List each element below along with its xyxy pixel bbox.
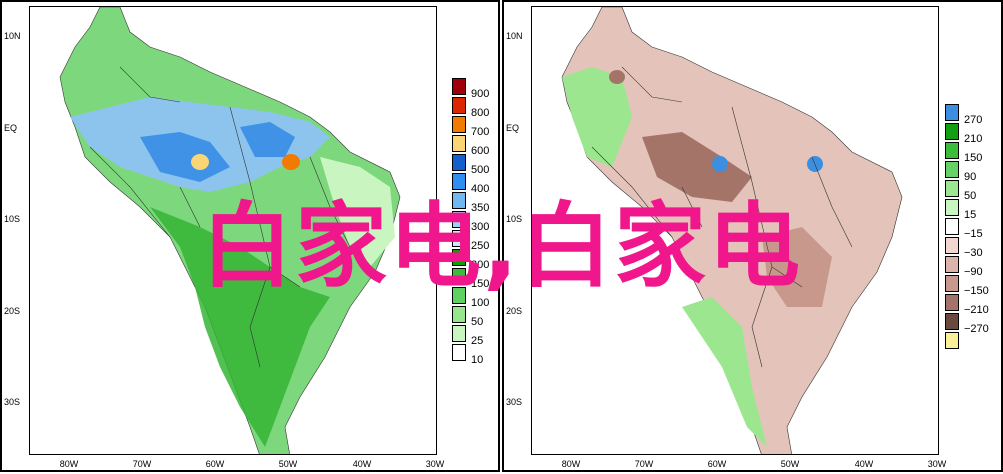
dry-cell-north bbox=[609, 70, 625, 84]
country-borders bbox=[591, 66, 853, 368]
lat-label-eq: EQ bbox=[4, 123, 18, 133]
lon-label-30w: 30W bbox=[425, 459, 445, 469]
legend-swatch bbox=[452, 78, 466, 95]
lat-label-10n: 10N bbox=[506, 31, 523, 41]
lon-label-30w: 30W bbox=[927, 459, 947, 469]
brown-southeast bbox=[762, 227, 832, 307]
legend-swatch bbox=[452, 230, 466, 247]
lat-label-10s: 10S bbox=[506, 214, 523, 224]
brown-core bbox=[642, 132, 752, 202]
legend-label: 700 bbox=[471, 126, 490, 138]
legend-label: 150 bbox=[471, 278, 490, 290]
legend-swatch bbox=[452, 211, 466, 228]
legend-label: 350 bbox=[471, 202, 490, 214]
legend-label: 10 bbox=[471, 354, 484, 366]
lat-label-10n: 10N bbox=[4, 31, 21, 41]
max-cell-east bbox=[282, 154, 300, 170]
legend-swatch bbox=[945, 104, 959, 121]
legend-swatch bbox=[452, 154, 466, 171]
lon-label-40w: 40W bbox=[352, 459, 372, 469]
legend-swatch bbox=[945, 313, 959, 330]
green-band bbox=[150, 207, 330, 447]
lon-label-40w: 40W bbox=[854, 459, 874, 469]
legend-label: 90 bbox=[964, 171, 977, 183]
legend-label: 100 bbox=[471, 297, 490, 309]
legend-swatch bbox=[452, 135, 466, 152]
legend-label: 900 bbox=[471, 88, 490, 100]
blue-core-east bbox=[240, 122, 295, 157]
legend-label: 250 bbox=[471, 240, 490, 252]
legend-label: 600 bbox=[471, 145, 490, 157]
legend-swatch bbox=[945, 256, 959, 273]
legend-label: 270 bbox=[964, 114, 983, 126]
legend-label: 800 bbox=[471, 107, 490, 119]
legend-swatch bbox=[452, 325, 466, 342]
precipitation-map-svg bbox=[59, 7, 401, 454]
legend-label: −30 bbox=[964, 247, 983, 259]
legend-swatch bbox=[452, 306, 466, 323]
legend-swatch bbox=[452, 287, 466, 304]
lon-label-50w: 50W bbox=[780, 459, 800, 469]
legend-label: 15 bbox=[964, 209, 977, 221]
green-south bbox=[682, 297, 767, 447]
legend-swatch bbox=[452, 249, 466, 266]
legend-label: 50 bbox=[964, 190, 977, 202]
legend-label: 200 bbox=[471, 259, 490, 271]
lat-label-20s: 20S bbox=[506, 306, 523, 316]
legend-label: 50 bbox=[471, 316, 484, 328]
legend-swatch bbox=[945, 294, 959, 311]
legend-label: 500 bbox=[471, 164, 490, 176]
lon-label-60w: 60W bbox=[205, 459, 225, 469]
lat-label-30s: 30S bbox=[506, 397, 523, 407]
lon-label-80w: 80W bbox=[561, 459, 581, 469]
lon-label-70w: 70W bbox=[132, 459, 152, 469]
legend-label: 210 bbox=[964, 133, 983, 145]
lon-label-60w: 60W bbox=[707, 459, 727, 469]
legend-swatch bbox=[945, 275, 959, 292]
lat-label-20s: 20S bbox=[4, 306, 21, 316]
legend-label: −15 bbox=[964, 228, 983, 240]
dry-northeast bbox=[320, 157, 395, 267]
wet-cell-west bbox=[712, 156, 728, 172]
country-borders bbox=[89, 66, 351, 368]
legend-swatch bbox=[945, 142, 959, 159]
legend-swatch bbox=[945, 332, 959, 349]
lon-label-70w: 70W bbox=[634, 459, 654, 469]
legend-swatch bbox=[945, 180, 959, 197]
legend-swatch bbox=[945, 123, 959, 140]
lon-label-80w: 80W bbox=[59, 459, 79, 469]
legend-swatch bbox=[452, 173, 466, 190]
legend-swatch bbox=[452, 192, 466, 209]
legend-swatch bbox=[452, 97, 466, 114]
legend-swatch bbox=[945, 161, 959, 178]
legend-label: −90 bbox=[964, 266, 983, 278]
green-west bbox=[562, 67, 632, 167]
max-cell-west bbox=[191, 154, 209, 170]
right-map-panel: 10N EQ 10S 20S 30S 80W 70W 60W 50W 40W 3… bbox=[502, 0, 1003, 472]
legend-label: −270 bbox=[964, 323, 989, 335]
anomaly-map bbox=[531, 6, 939, 455]
legend-swatch bbox=[452, 268, 466, 285]
legend-swatch bbox=[945, 199, 959, 216]
legend-swatch bbox=[945, 237, 959, 254]
legend-label: 300 bbox=[471, 221, 490, 233]
blue-core bbox=[140, 132, 230, 182]
legend-label: 150 bbox=[964, 152, 983, 164]
anomaly-map-svg bbox=[561, 7, 903, 454]
legend-label: −210 bbox=[964, 304, 989, 316]
lon-label-50w: 50W bbox=[278, 459, 298, 469]
lat-label-eq: EQ bbox=[506, 123, 520, 133]
lat-label-10s: 10S bbox=[4, 214, 21, 224]
legend-label: −150 bbox=[964, 285, 989, 297]
left-map-panel: 10N EQ 10S 20S 30S 80W 70W 60W 50W 40W 3… bbox=[0, 0, 500, 472]
legend-label: 25 bbox=[471, 335, 484, 347]
legend-swatch bbox=[945, 218, 959, 235]
legend-label: 400 bbox=[471, 183, 490, 195]
legend-swatch bbox=[452, 344, 466, 361]
lat-label-30s: 30S bbox=[4, 397, 21, 407]
legend-swatch bbox=[452, 116, 466, 133]
precipitation-map bbox=[29, 6, 437, 455]
